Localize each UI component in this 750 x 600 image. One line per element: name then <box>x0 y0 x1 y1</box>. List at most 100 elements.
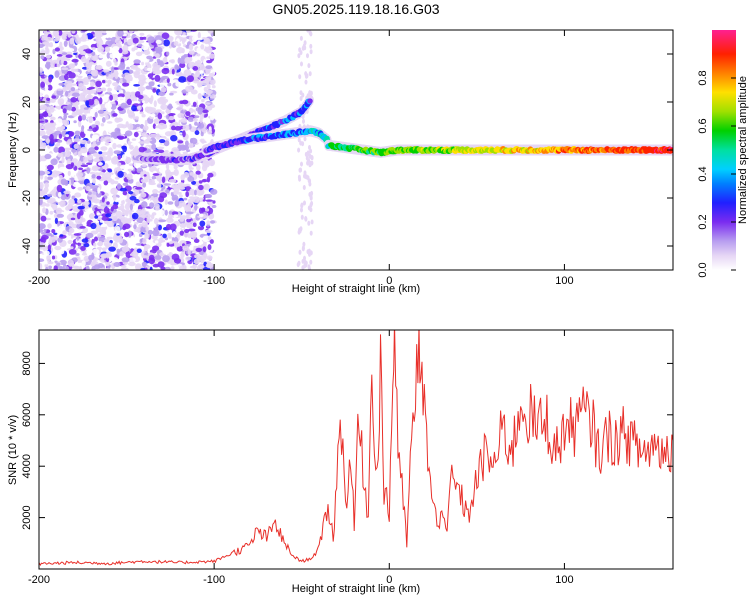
spectrogram-noise-blob <box>86 167 91 174</box>
spectrogram-noise-blob <box>185 191 189 198</box>
spectrogram-noise-blob <box>170 59 175 64</box>
spectrogram-noise-blob <box>41 165 46 171</box>
spectrogram-noise-blob <box>201 89 205 96</box>
spectrogram-noise-blob <box>151 193 159 197</box>
spectrogram-noise-blob <box>112 82 119 87</box>
spectrogram-noise-blob <box>101 216 110 221</box>
spectrogram-noise-blob <box>147 229 153 235</box>
spectrogram-noise-blob <box>155 125 161 129</box>
spectrogram-noise-blob <box>58 133 63 139</box>
spectrogram-noise-blob <box>63 114 68 120</box>
spectrogram-noise-blob <box>164 150 169 153</box>
spectrogram-noise-blob <box>112 67 120 70</box>
spectrogram-streak-blob <box>308 71 312 77</box>
spectrogram-noise-blob <box>140 267 146 270</box>
spectrogram-noise-blob <box>76 235 80 241</box>
spectrogram-streak-blob <box>306 53 309 59</box>
spectrogram-noise-blob <box>152 88 157 93</box>
spectrogram-noise-blob <box>203 94 209 97</box>
spectrogram-noise-blob <box>54 47 61 52</box>
spectrogram-noise-blob <box>94 236 98 242</box>
spectrogram-noise-blob <box>162 57 168 64</box>
spectrogram-noise-blob <box>110 179 115 185</box>
spectrogram-noise-blob <box>167 232 172 238</box>
spectrogram-noise-blob <box>144 51 149 56</box>
spectrogram-noise-blob <box>108 147 113 155</box>
spectrogram-noise-blob <box>145 85 153 90</box>
spectrogram-noise-blob <box>117 155 122 160</box>
spectrogram-x-tick-label: 100 <box>555 275 573 287</box>
spectrogram-noise-blob <box>137 43 143 47</box>
spectrogram-noise-blob <box>176 106 184 111</box>
spectrogram-noise-blob <box>77 205 85 210</box>
spectrogram-noise-blob <box>121 199 125 205</box>
spectrogram-noise-blob <box>141 188 145 195</box>
spectrogram-noise-blob <box>142 182 147 188</box>
spectrogram-streak-blob <box>308 178 312 184</box>
spectrogram-trace-point <box>307 98 313 104</box>
spectrogram-noise-blob <box>138 94 144 100</box>
spectrogram-streak-blob <box>299 226 303 232</box>
spectrogram-noise-blob <box>62 60 68 66</box>
colorbar-label: Normalized spectral amplitude <box>737 76 749 224</box>
spectrogram-noise-blob <box>93 158 100 163</box>
spectrogram-noise-blob <box>80 139 88 145</box>
spectrogram-x-tick-label: -200 <box>28 275 50 287</box>
spectrogram-noise-blob <box>39 132 42 136</box>
spectrogram-noise-blob <box>187 228 196 232</box>
spectrogram-noise-blob <box>71 111 78 117</box>
spectrogram-noise-blob <box>122 82 130 87</box>
spectrogram-noise-blob <box>86 94 93 100</box>
spectrogram-noise-blob <box>203 183 210 191</box>
spectrogram-noise-blob <box>105 60 112 67</box>
spectrogram-noise-blob <box>41 35 47 39</box>
spectrogram-noise-blob <box>183 197 188 201</box>
spectrogram-noise-blob <box>165 169 171 176</box>
spectrogram-noise-blob <box>55 109 60 116</box>
spectrogram-noise-blob <box>71 58 79 63</box>
spectrogram-noise-blob <box>98 156 104 162</box>
spectrogram-noise-blob <box>144 213 151 219</box>
spectrogram-noise-blob <box>202 160 211 168</box>
spectrogram-noise-blob <box>92 153 99 157</box>
spectrogram-noise-blob <box>79 50 87 56</box>
spectrogram-noise-blob <box>165 163 170 171</box>
spectrogram-noise-blob <box>162 123 168 129</box>
spectrogram-noise-blob <box>112 46 120 52</box>
spectrogram-noise-blob <box>66 139 72 145</box>
spectrogram-streak-blob <box>302 185 306 190</box>
spectrogram-noise-blob <box>104 102 112 110</box>
spectrogram-noise-blob <box>205 193 213 199</box>
spectrogram-noise-blob <box>181 34 187 38</box>
spectrogram-noise-blob <box>172 197 179 201</box>
spectrogram-noise-blob <box>48 197 56 203</box>
spectrogram-noise-blob <box>107 127 115 134</box>
spectrogram-noise-blob <box>41 87 45 90</box>
spectrogram-noise-blob <box>162 233 167 239</box>
spectrogram-noise-blob <box>79 226 86 229</box>
spectrogram-y-tick-label: 20 <box>21 96 33 108</box>
spectrogram-noise-blob <box>48 265 52 270</box>
spectrogram-noise-blob <box>93 98 99 105</box>
spectrogram-noise-blob <box>68 198 75 206</box>
spectrogram-noise-blob <box>149 133 157 138</box>
spectrogram-noise-blob <box>129 196 137 201</box>
spectrogram-noise-blob <box>121 257 130 263</box>
spectrogram-noise-blob <box>88 86 96 90</box>
spectrogram-noise-blob <box>76 212 81 220</box>
spectrogram-noise-blob <box>187 116 195 123</box>
spectrogram-noise-blob <box>211 85 216 89</box>
spectrogram-noise-blob <box>188 163 192 171</box>
spectrogram-noise-blob <box>203 132 207 139</box>
snr-series-line <box>39 330 673 566</box>
spectrogram-noise-blob <box>139 32 145 36</box>
spectrogram-noise-blob <box>198 184 204 191</box>
spectrogram-noise-blob <box>207 30 214 34</box>
spectrogram-noise-blob <box>189 188 194 196</box>
spectrogram-streak-blob <box>303 173 306 179</box>
spectrogram-noise-blob <box>90 222 97 230</box>
snr-y-tick-label: 6000 <box>21 403 33 427</box>
spectrogram-noise-blob <box>145 139 153 142</box>
spectrogram-noise-blob <box>194 121 198 126</box>
